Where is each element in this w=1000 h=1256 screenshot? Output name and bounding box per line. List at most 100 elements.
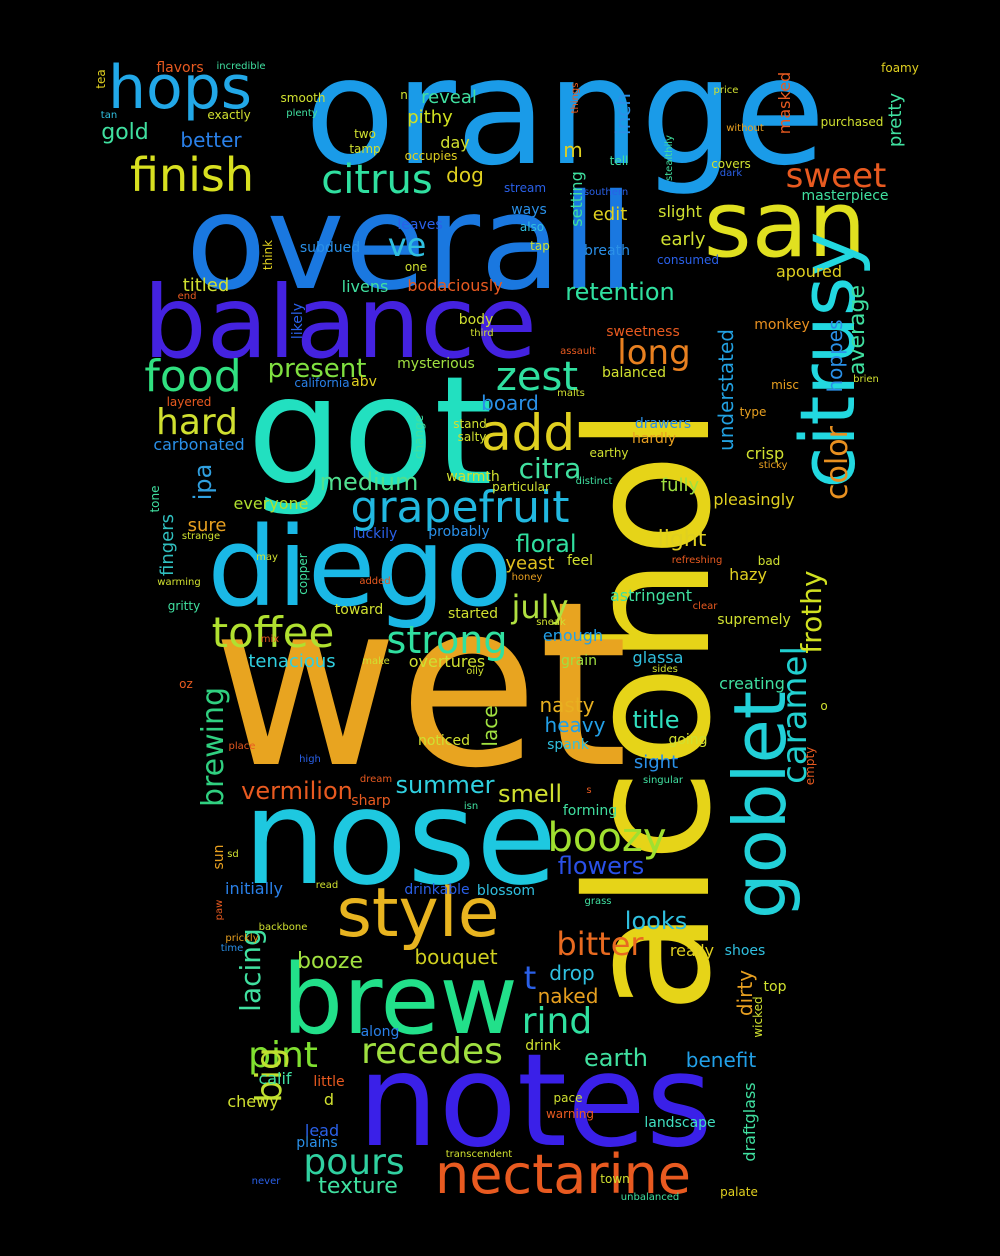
- cloud-word: pours: [303, 1142, 405, 1183]
- cloud-word: nectarine: [434, 1143, 692, 1206]
- cloud-word: setting: [567, 171, 586, 227]
- cloud-word: livens: [341, 277, 389, 296]
- cloud-word: added: [359, 576, 391, 587]
- cloud-word: one: [404, 260, 428, 274]
- cloud-word: salty: [457, 430, 487, 444]
- cloud-word: little: [313, 1074, 345, 1090]
- cloud-word: present: [267, 354, 367, 384]
- cloud-word: incredible: [216, 61, 266, 72]
- cloud-word: assault: [560, 346, 596, 357]
- cloud-word: earthy: [589, 446, 629, 460]
- cloud-word: bodaciously: [407, 276, 503, 295]
- cloud-word: layered: [166, 395, 212, 409]
- cloud-word: feel: [566, 553, 594, 569]
- cloud-word: flowers: [557, 852, 645, 880]
- cloud-word: overall: [185, 166, 635, 320]
- cloud-word: going: [668, 732, 708, 748]
- cloud-word: flavors: [156, 60, 204, 76]
- cloud-word: hardly: [631, 431, 677, 447]
- cloud-word: tamp: [349, 142, 381, 156]
- cloud-word: titled: [182, 275, 230, 296]
- cloud-word: notes: [357, 1027, 713, 1176]
- cloud-word: naked: [537, 984, 599, 1008]
- cloud-word: retention: [565, 278, 675, 306]
- cloud-word: creating: [719, 674, 785, 693]
- cloud-word: mix: [260, 634, 280, 645]
- cloud-word: brew: [282, 944, 518, 1056]
- cloud-word: food: [144, 351, 242, 402]
- cloud-word: bitter: [556, 925, 644, 963]
- cloud-word: summer: [395, 771, 495, 799]
- cloud-word: third: [470, 328, 494, 339]
- cloud-word: bouquet: [414, 945, 498, 969]
- cloud-word: without: [726, 123, 764, 134]
- cloud-word: warmth: [446, 469, 500, 485]
- cloud-word: sticky: [758, 460, 788, 471]
- cloud-word: drinkable: [404, 882, 470, 898]
- cloud-word: apoured: [775, 262, 843, 281]
- cloud-word: singular: [642, 775, 684, 786]
- cloud-word: masked: [775, 71, 794, 135]
- cloud-word: title: [632, 706, 680, 734]
- cloud-word: drop: [549, 961, 595, 985]
- cloud-word: tell: [609, 154, 629, 168]
- cloud-word: toffee: [211, 608, 335, 657]
- cloud-word: price: [713, 85, 739, 96]
- cloud-word: hops: [107, 53, 253, 123]
- cloud-word: backbone: [258, 922, 308, 933]
- cloud-word: rind: [521, 1001, 593, 1042]
- cloud-word: everyone: [233, 494, 309, 513]
- cloud-word: also: [519, 220, 545, 234]
- cloud-word: refreshing: [671, 555, 723, 566]
- cloud-word: breath: [584, 243, 630, 259]
- cloud-word: average: [845, 284, 870, 376]
- cloud-word: prickly: [225, 933, 259, 944]
- cloud-word: warming: [157, 577, 201, 588]
- cloud-word: brewing: [196, 686, 231, 808]
- cloud-word: unbalanced: [620, 1192, 680, 1203]
- cloud-word: pithy: [407, 107, 453, 128]
- cloud-word: recedes: [361, 1031, 503, 1072]
- cloud-word: lead: [304, 1121, 340, 1140]
- cloud-word: earth: [584, 1044, 648, 1072]
- cloud-word: particular: [492, 480, 550, 494]
- cloud-word: fully: [660, 475, 700, 496]
- cloud-word: leaves: [397, 217, 443, 233]
- cloud-word: carbonated: [153, 435, 245, 454]
- cloud-word: tea: [94, 69, 108, 89]
- cloud-word: never: [251, 1176, 281, 1187]
- cloud-word: hoppes: [823, 319, 847, 393]
- cloud-word: spank: [547, 737, 589, 753]
- cloud-word: reveal: [421, 87, 477, 108]
- cloud-word: distinct: [575, 476, 613, 487]
- cloud-word: heavy: [544, 713, 606, 737]
- cloud-word: booze: [297, 949, 363, 974]
- cloud-word: chewy: [227, 1092, 279, 1111]
- cloud-word: make: [362, 656, 390, 667]
- cloud-word: top: [763, 979, 787, 995]
- cloud-word: diego: [207, 503, 513, 631]
- cloud-word: pace: [553, 1091, 583, 1105]
- cloud-word: vermilion: [241, 777, 353, 805]
- cloud-word: got: [247, 345, 493, 519]
- cloud-word: gritty: [167, 599, 201, 613]
- cloud-word: frothy: [795, 570, 828, 654]
- cloud-word: isn: [463, 801, 479, 812]
- cloud-word: foamy: [881, 61, 919, 75]
- cloud-word: palate: [720, 1185, 758, 1199]
- cloud-word: sure: [187, 515, 227, 536]
- cloud-word: honey: [511, 572, 543, 583]
- cloud-word: likely: [290, 302, 306, 340]
- cloud-word: zest: [495, 354, 579, 400]
- cloud-word: type: [739, 405, 767, 419]
- cloud-word: copper: [296, 553, 310, 595]
- cloud-word: dream: [359, 774, 393, 785]
- cloud-word: change: [412, 414, 426, 460]
- cloud-word: time: [220, 943, 244, 954]
- cloud-word: bad: [757, 554, 781, 568]
- cloud-word: warning: [545, 1107, 595, 1121]
- cloud-word: ipa: [189, 463, 217, 501]
- cloud-word: town: [600, 1172, 630, 1186]
- cloud-word: better: [180, 128, 242, 152]
